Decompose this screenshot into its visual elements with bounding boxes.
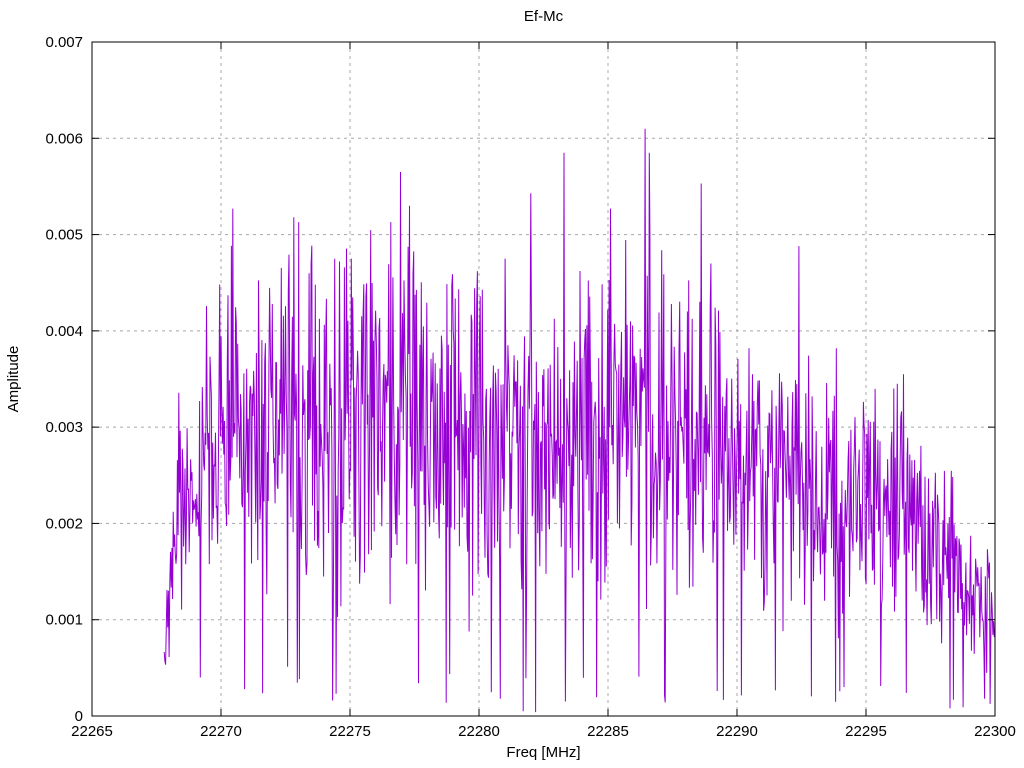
- y-tick-label: 0.006: [45, 130, 83, 147]
- y-tick-label: 0.007: [45, 34, 83, 51]
- chart-title: Ef-Mc: [523, 8, 564, 25]
- spectrum-trace: [163, 128, 996, 713]
- x-tick-label: 22285: [587, 723, 629, 740]
- x-tick-label: 22290: [716, 723, 758, 740]
- x-tick-label: 22275: [329, 723, 371, 740]
- y-tick-label: 0.004: [45, 323, 83, 340]
- x-tick-label: 22265: [71, 723, 113, 740]
- y-tick-label: 0.005: [45, 227, 83, 244]
- x-tick-label: 22280: [458, 723, 500, 740]
- x-tick-label: 22300: [974, 723, 1016, 740]
- tick-marks: [91, 41, 996, 717]
- y-tick-label: 0.002: [45, 515, 83, 532]
- y-tick-label: 0.003: [45, 419, 83, 436]
- y-tick-label: 0.001: [45, 612, 83, 629]
- x-tick-label: 22295: [845, 723, 887, 740]
- y-tick-label: 0: [75, 708, 83, 725]
- plot-border: [91, 41, 996, 717]
- x-tick-label: 22270: [200, 723, 242, 740]
- x-axis-label: Freq [MHz]: [506, 744, 581, 761]
